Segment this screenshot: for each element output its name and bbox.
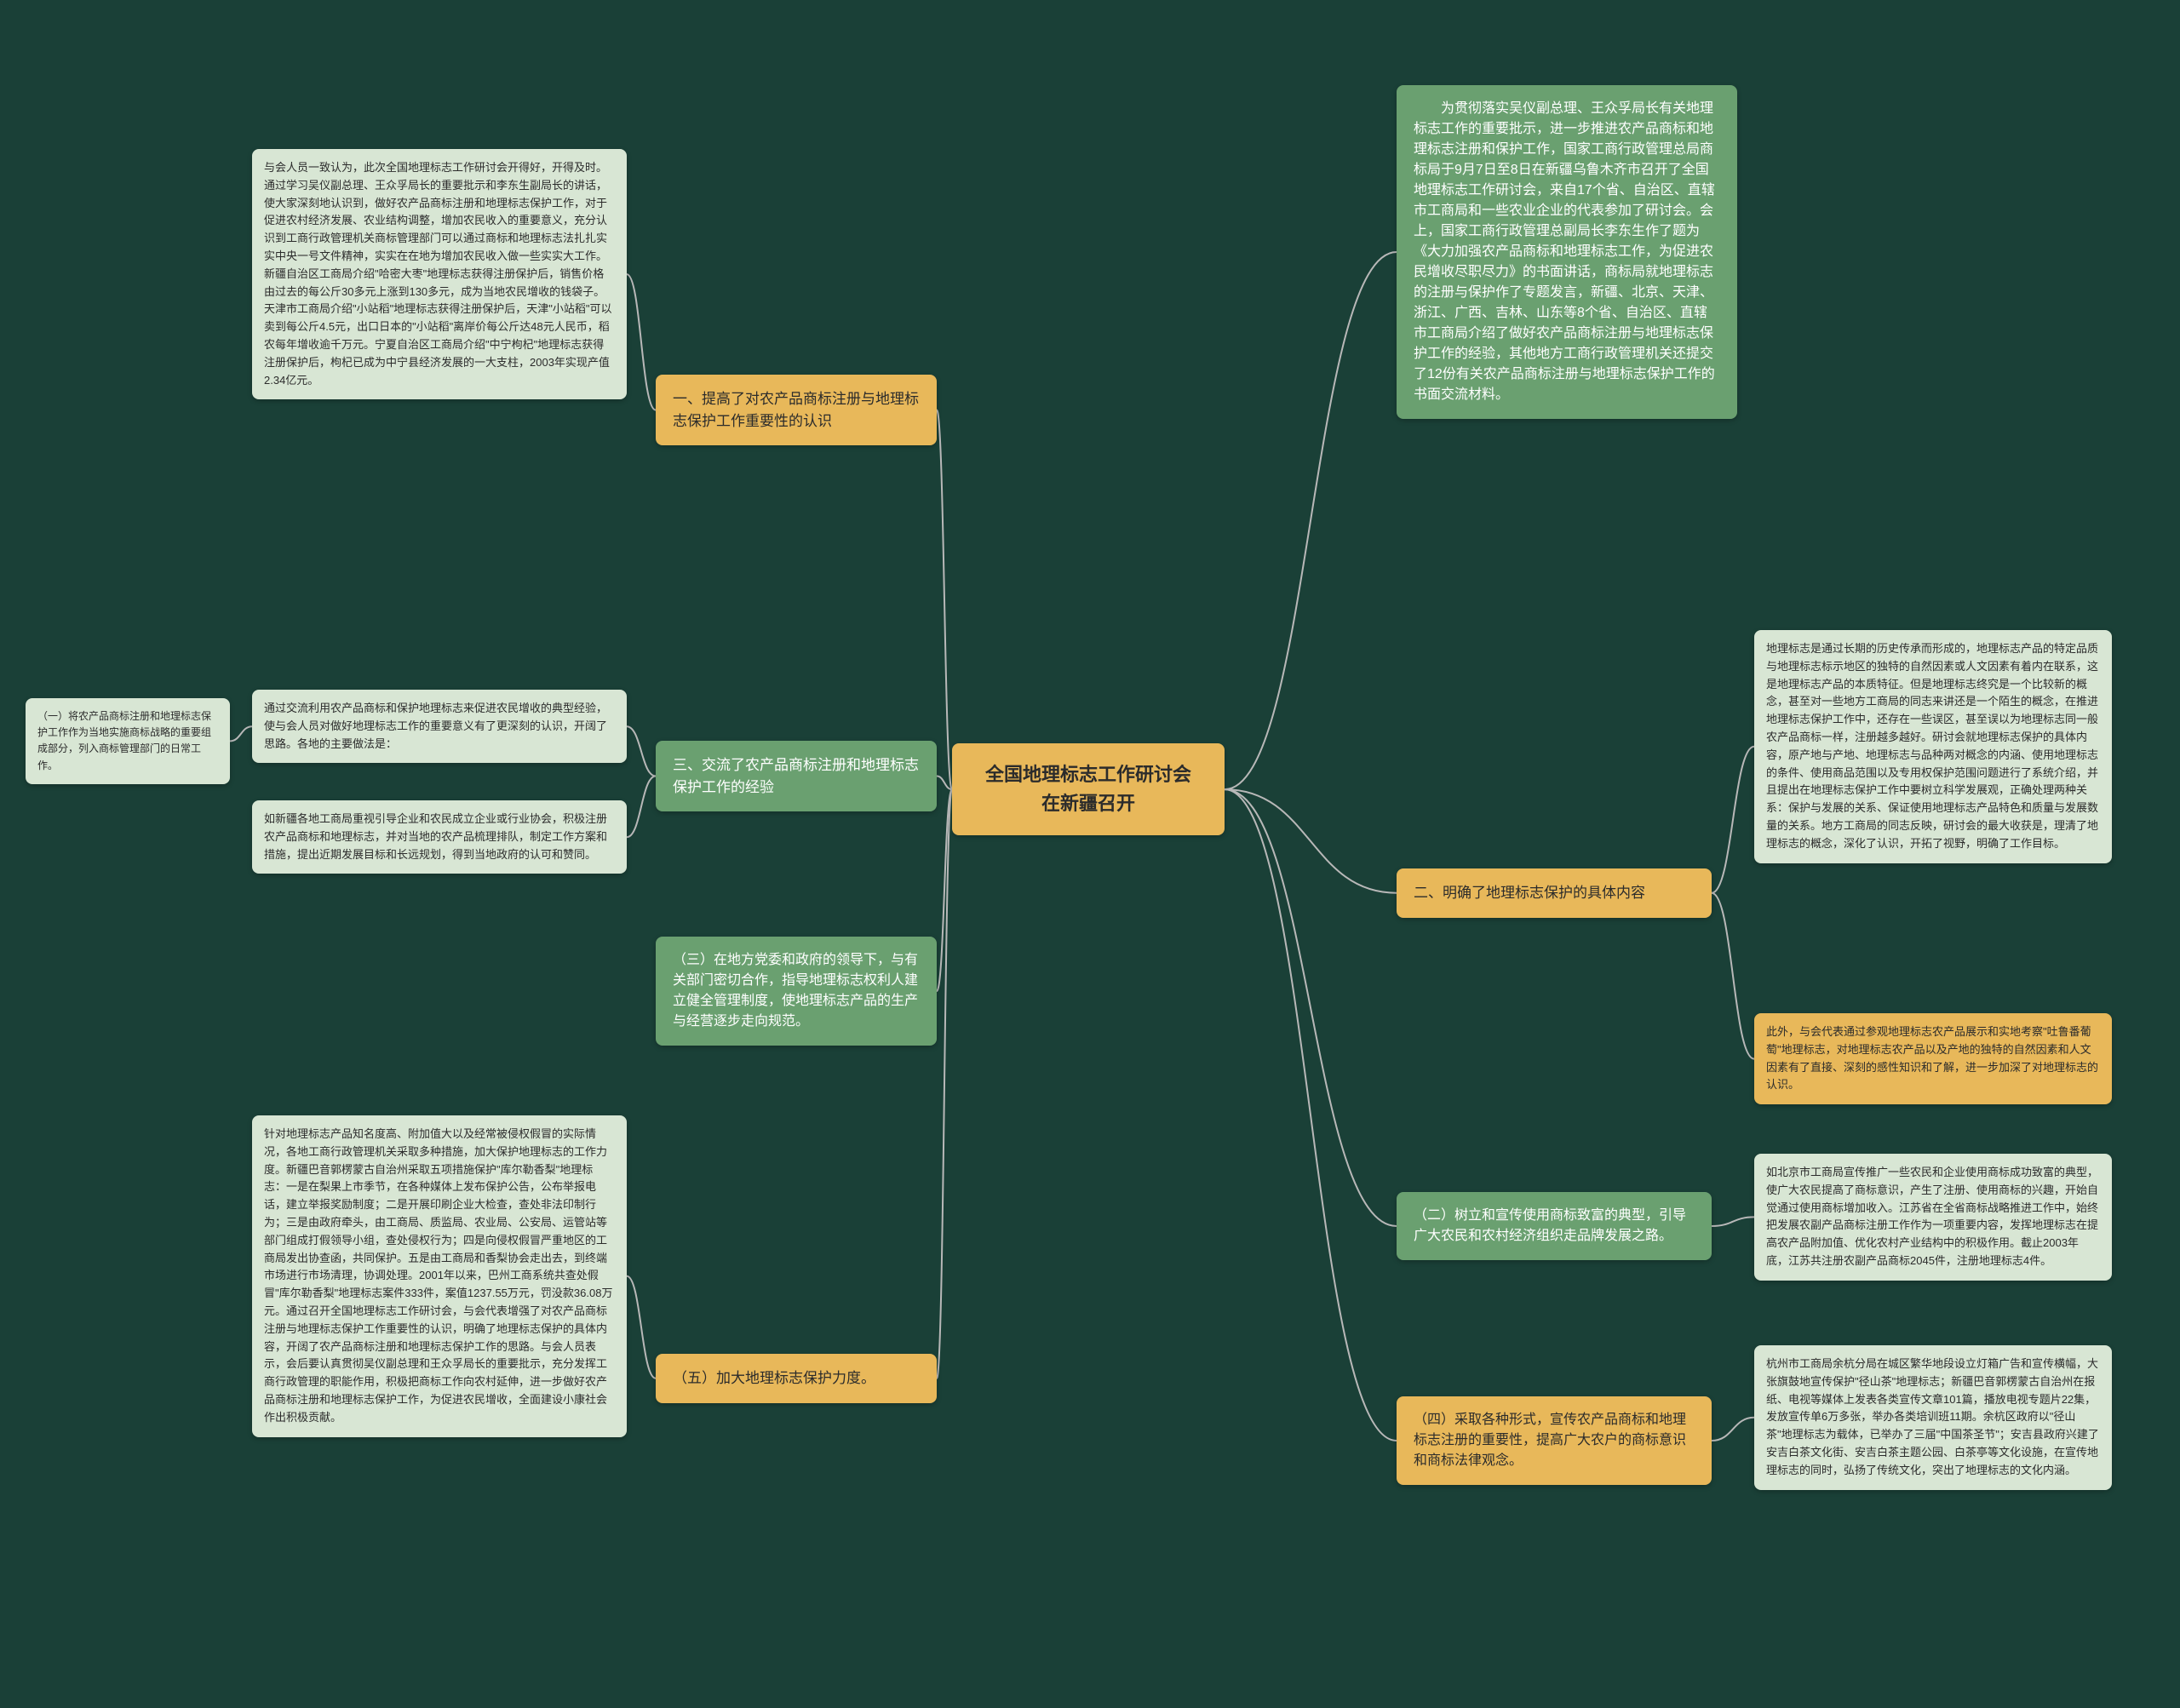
mindmap-node-s4d: （四）采取各种形式，宣传农产品商标和地理标志注册的重要性，提高广大农户的商标意识…: [1397, 1396, 1712, 1485]
mindmap-node-root: 全国地理标志工作研讨会 在新疆召开: [952, 743, 1225, 835]
edge-root-s2: [1225, 789, 1397, 893]
edge-root-intro: [1225, 252, 1397, 789]
edge-s3-s3-leaf1: [627, 726, 656, 776]
edge-s2b-s2b-leaf: [1712, 1217, 1754, 1226]
edge-s4d-s4d-leaf: [1712, 1418, 1754, 1441]
mindmap-node-s1-leaf: 与会人员一致认为，此次全国地理标志工作研讨会开得好，开得及时。通过学习吴仪副总理…: [252, 149, 627, 399]
mindmap-node-s3-leaf1a: （一）将农产品商标注册和地理标志保护工作作为当地实施商标战略的重要组成部分，列入…: [26, 698, 230, 784]
mindmap-node-s3c: （三）在地方党委和政府的领导下，与有关部门密切合作，指导地理标志权利人建立健全管…: [656, 937, 937, 1046]
edge-s3-leaf1-s3-leaf1a: [230, 726, 252, 741]
mindmap-node-s3-leaf1: 通过交流利用农产品商标和保护地理标志来促进农民增收的典型经验，使与会人员对做好地…: [252, 690, 627, 763]
edge-root-s5: [937, 789, 952, 1378]
mindmap-node-intro: 为贯彻落实吴仪副总理、王众孚局长有关地理标志工作的重要批示，进一步推进农产品商标…: [1397, 85, 1737, 419]
mindmap-node-s5-leaf: 针对地理标志产品知名度高、附加值大以及经常被侵权假冒的实际情况，各地工商行政管理…: [252, 1115, 627, 1437]
edge-s1-s1-leaf: [627, 274, 656, 410]
mindmap-node-s4d-leaf: 杭州市工商局余杭分局在城区繁华地段设立灯箱广告和宣传横幅，大张旗鼓地宣传保护"径…: [1754, 1345, 2112, 1490]
edge-s5-s5-leaf: [627, 1276, 656, 1378]
edge-s3-s3-leaf2: [627, 777, 656, 838]
mindmap-node-s1: 一、提高了对农产品商标注册与地理标志保护工作重要性的认识: [656, 375, 937, 445]
edge-root-s3: [937, 777, 952, 790]
mindmap-node-s5: （五）加大地理标志保护力度。: [656, 1354, 937, 1403]
edge-s2-s2-leaf1: [1712, 747, 1754, 893]
mindmap-node-s2-leaf1: 地理标志是通过长期的历史传承而形成的，地理标志产品的特定品质与地理标志标示地区的…: [1754, 630, 2112, 863]
edge-root-s2b: [1225, 789, 1397, 1226]
mindmap-node-s2: 二、明确了地理标志保护的具体内容: [1397, 868, 1712, 918]
mindmap-node-s2-leaf2: 此外，与会代表通过参观地理标志农产品展示和实地考察"吐鲁番葡萄"地理标志，对地理…: [1754, 1013, 2112, 1104]
mindmap-node-s2b-leaf: 如北京市工商局宣传推广一些农民和企业使用商标成功致富的典型，使广大农民提高了商标…: [1754, 1154, 2112, 1281]
edge-root-s3c: [937, 789, 952, 991]
mindmap-node-s3: 三、交流了农产品商标注册和地理标志保护工作的经验: [656, 741, 937, 811]
mindmap-node-s2b: （二）树立和宣传使用商标致富的典型，引导广大农民和农村经济组织走品牌发展之路。: [1397, 1192, 1712, 1260]
edge-root-s1: [937, 410, 952, 790]
edge-s2-s2-leaf2: [1712, 893, 1754, 1059]
edge-root-s4d: [1225, 789, 1397, 1441]
mindmap-node-s3-leaf2: 如新疆各地工商局重视引导企业和农民成立企业或行业协会，积极注册农产品商标和地理标…: [252, 800, 627, 874]
